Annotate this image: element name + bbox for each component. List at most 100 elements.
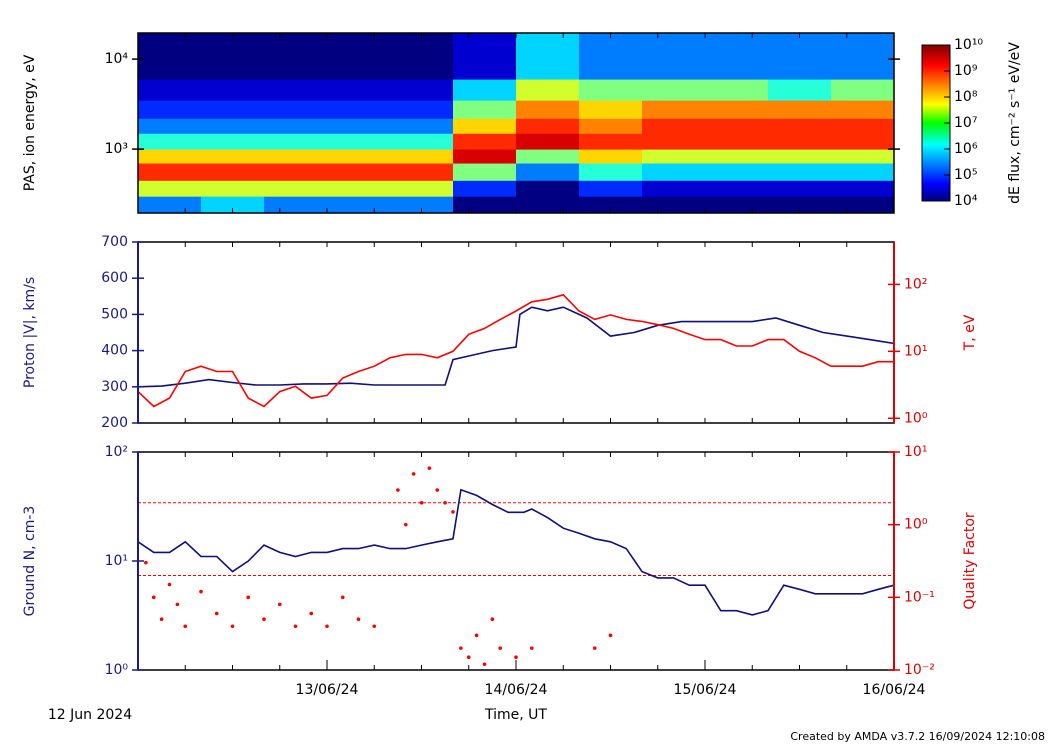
spectrogram-cell bbox=[516, 79, 580, 101]
qf-point bbox=[230, 624, 235, 629]
qf-point bbox=[199, 589, 203, 594]
x-tick-label: 15/06/24 bbox=[674, 682, 737, 698]
spectrogram-cell bbox=[390, 163, 454, 181]
qf-point bbox=[592, 646, 597, 650]
spectrogram-cell bbox=[768, 100, 832, 119]
y-tick-label: 600 bbox=[101, 270, 128, 286]
spectrogram-cell bbox=[705, 33, 769, 80]
qf-point bbox=[435, 488, 440, 492]
qf-point bbox=[529, 646, 534, 650]
spectrogram-cell bbox=[138, 196, 202, 214]
spectrogram-cell bbox=[768, 196, 832, 214]
spectrogram-cell bbox=[390, 118, 454, 134]
spectrogram-cell bbox=[390, 79, 454, 101]
spectrogram-cell bbox=[264, 100, 328, 119]
spectrogram-cell bbox=[705, 196, 769, 214]
spectrogram-cell bbox=[390, 33, 454, 80]
y-tick-label: 10¹ bbox=[105, 553, 128, 569]
spectrogram-cell bbox=[201, 163, 265, 181]
spectrogram-cell bbox=[768, 133, 832, 150]
spectrogram-cell bbox=[201, 133, 265, 150]
spectrogram-cell bbox=[705, 133, 769, 150]
x-start-label: 12 Jun 2024 bbox=[48, 707, 132, 723]
spectrogram-cell bbox=[831, 100, 895, 119]
spectrogram-cell bbox=[579, 196, 643, 214]
qf-point bbox=[159, 617, 164, 622]
spectrogram-cell bbox=[642, 180, 706, 197]
spectrogram-cell bbox=[327, 133, 391, 150]
y-tick-label: 10² bbox=[105, 444, 128, 460]
spectrogram-cell bbox=[642, 118, 706, 134]
spectrogram-cell bbox=[642, 149, 706, 164]
qf-point bbox=[459, 646, 463, 650]
spectrogram-cell bbox=[327, 196, 391, 214]
spectrogram-cell bbox=[642, 163, 706, 181]
spectrogram-cell bbox=[453, 118, 517, 134]
x-axis-label: Time, UT bbox=[484, 707, 547, 723]
spectrogram-cell bbox=[138, 33, 202, 80]
y-axis-label: Ground N, cm-3 bbox=[22, 506, 38, 617]
qf-point bbox=[443, 500, 447, 505]
qf-point bbox=[490, 617, 495, 622]
y2-axis-label: T, eV bbox=[962, 314, 978, 351]
y2-tick-label: 10² bbox=[904, 276, 927, 292]
spectrogram-cell bbox=[264, 163, 328, 181]
spectrogram-cell bbox=[453, 180, 517, 197]
spectrogram-cell bbox=[768, 149, 832, 164]
y2-tick-label: 10⁰ bbox=[904, 410, 928, 426]
qf-point bbox=[608, 633, 613, 638]
spectrogram-cell bbox=[705, 163, 769, 181]
spectrogram-cell bbox=[201, 79, 265, 101]
y-tick-label: 200 bbox=[101, 415, 128, 431]
series-line bbox=[137, 306, 895, 388]
spectrogram-cell bbox=[327, 149, 391, 164]
spectrogram-cell bbox=[453, 100, 517, 119]
qf-point bbox=[403, 522, 408, 527]
spectrogram-cell bbox=[201, 196, 265, 214]
spectrogram-cell bbox=[768, 79, 832, 101]
panel-frame bbox=[137, 241, 895, 424]
y2-tick-label: 10⁻¹ bbox=[904, 589, 935, 605]
spectrogram-cell bbox=[138, 79, 202, 101]
spectrogram-cell bbox=[453, 79, 517, 101]
spectrogram-cell bbox=[138, 163, 202, 181]
spectrogram-cell bbox=[390, 149, 454, 164]
qf-point bbox=[144, 560, 148, 565]
spectrogram-cell bbox=[201, 118, 265, 134]
spectrogram-cell bbox=[327, 33, 391, 80]
qf-point bbox=[325, 624, 329, 629]
spectrogram-cell bbox=[831, 33, 895, 80]
spectrogram-cell bbox=[579, 100, 643, 119]
spectrogram-cell bbox=[390, 180, 454, 197]
series-line bbox=[137, 488, 895, 616]
spectrogram-cell bbox=[453, 149, 517, 164]
spectrogram-cell bbox=[516, 163, 580, 181]
qf-point bbox=[293, 624, 298, 629]
qf-point bbox=[474, 633, 479, 638]
qf-point bbox=[167, 582, 172, 587]
y-tick-label: 700 bbox=[101, 234, 128, 250]
spectrogram-cell bbox=[327, 118, 391, 134]
spectrogram-cell bbox=[516, 118, 580, 134]
y-tick-label: 500 bbox=[101, 306, 128, 322]
spectrogram-cell bbox=[831, 149, 895, 164]
spectrogram-cell bbox=[264, 196, 328, 214]
spectrogram-cell bbox=[138, 180, 202, 197]
qf-point bbox=[214, 611, 219, 616]
spectrogram-cell bbox=[138, 133, 202, 150]
spectrogram-cell bbox=[390, 133, 454, 150]
spectrogram-cell bbox=[516, 149, 580, 164]
spectrogram-cell bbox=[264, 118, 328, 134]
spectrogram-cell bbox=[516, 196, 580, 214]
spectrogram-cell bbox=[705, 180, 769, 197]
qf-point bbox=[340, 595, 345, 600]
y-axis-label: PAS, ion energy, eV bbox=[22, 54, 38, 191]
spectrogram-cell bbox=[579, 79, 643, 101]
spectrogram-cell bbox=[831, 118, 895, 134]
spectrogram-cell bbox=[516, 33, 580, 80]
y-tick-label: 400 bbox=[101, 343, 128, 359]
spectrogram-cell bbox=[516, 180, 580, 197]
spectrogram-cell bbox=[705, 79, 769, 101]
y2-tick-label: 10¹ bbox=[904, 343, 927, 359]
spectrogram-cell bbox=[768, 118, 832, 134]
